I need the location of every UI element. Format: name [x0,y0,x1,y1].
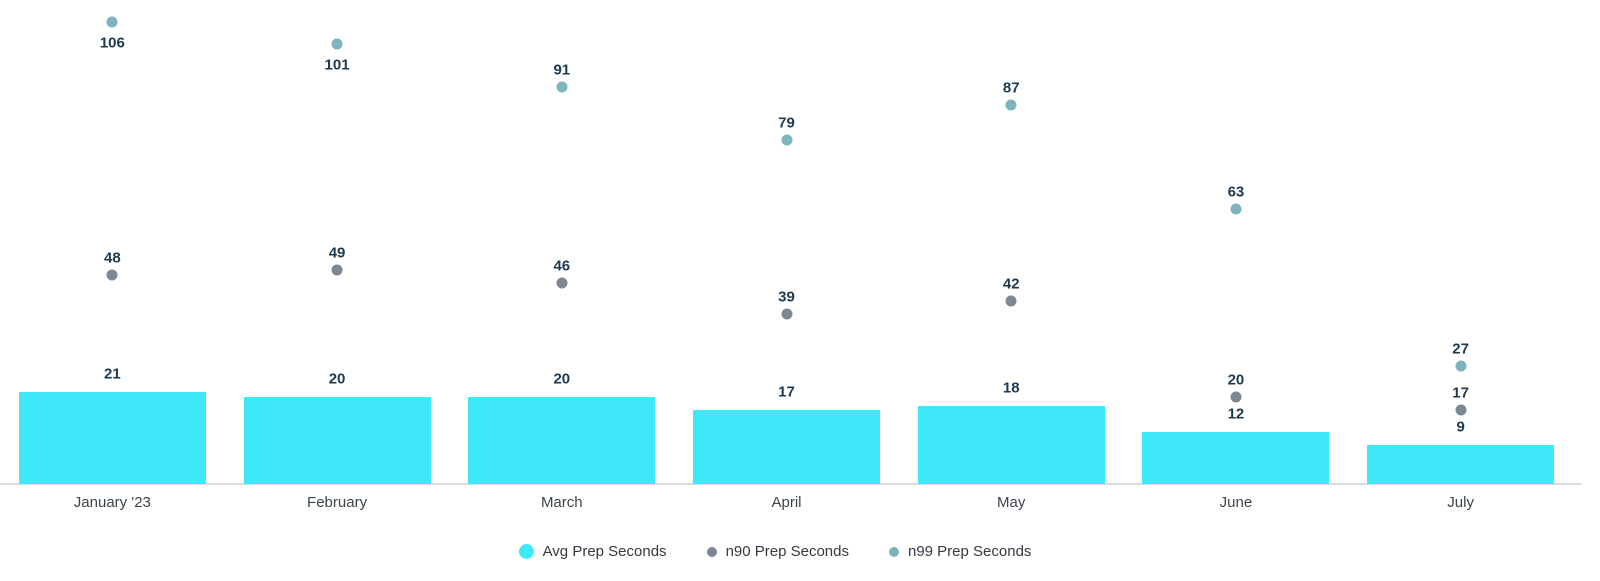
plot-area: 21 48 106 20 49 101 20 46 91 17 39 79 18 42 87 12 20 63 9 1… [18,16,1555,484]
legend-label-n90-prep-seconds: n90 Prep Seconds [725,543,849,560]
bar-may[interactable] [917,405,1105,484]
legend-item-n99-prep-seconds[interactable]: n99 Prep Seconds [888,543,1032,560]
avg-prep-seconds-value-label: 12 [1227,405,1245,423]
n99-prep-seconds-point-march[interactable] [556,81,568,93]
n90-prep-seconds-point-january-23[interactable] [106,269,118,281]
bar-july[interactable] [1367,444,1555,484]
n90-prep-seconds-point-may[interactable] [1005,295,1017,307]
x-axis: January '23 February March April May June July [0,494,1573,516]
n90-prep-seconds-point-june[interactable] [1230,391,1242,403]
avg-prep-seconds-value-label: 9 [1456,418,1465,436]
x-axis-line [0,483,1582,485]
n90-prep-seconds-point-april[interactable] [781,308,792,320]
n90-prep-seconds-point-march[interactable] [556,277,568,289]
n90-prep-seconds-value-label: 49 [328,244,346,262]
n90-prep-seconds-value-label: 46 [553,257,571,275]
x-tick-label-july: July [1447,494,1474,511]
n90-prep-seconds-value-label: 48 [104,249,121,267]
avg-prep-seconds-value-label: 20 [328,370,346,388]
n99-prep-seconds-point-april[interactable] [781,134,792,146]
n99-prep-seconds-value-label: 79 [778,114,795,132]
n90-prep-seconds-point-february[interactable] [331,264,343,276]
n99-prep-seconds-value-label: 101 [324,56,350,74]
bar-april[interactable] [693,409,880,484]
n90-prep-seconds-value-label: 39 [778,288,795,306]
n99-prep-seconds-point-february[interactable] [331,38,343,50]
avg-prep-seconds-value-label: 21 [104,365,121,383]
n99-prep-seconds-point-july[interactable] [1455,360,1467,372]
n99-prep-seconds-value-label: 106 [99,34,125,52]
x-tick-label-june: June [1219,494,1253,511]
legend-label-n99-prep-seconds: n99 Prep Seconds [907,543,1032,560]
bar-february[interactable] [243,396,431,484]
n90-prep-seconds-value-label: 20 [1227,371,1245,389]
x-tick-label-january-23: January '23 [73,494,151,511]
n99-prep-seconds-value-label: 27 [1452,340,1469,358]
n99-prep-seconds-value-label: 91 [553,61,571,79]
legend-item-n90-prep-seconds[interactable]: n90 Prep Seconds [706,543,849,560]
x-tick-label-may: May [997,494,1026,511]
x-tick-label-march: March [540,494,583,511]
n90-prep-seconds-point-july[interactable] [1455,404,1467,416]
n90-prep-seconds-value-label: 17 [1452,384,1469,402]
avg-prep-seconds-value-label: 17 [778,383,795,401]
x-tick-label-april: April [771,494,802,511]
x-tick-label-february: February [307,494,368,511]
bar-march[interactable] [468,396,656,484]
avg-prep-seconds-swatch-icon [518,544,534,559]
n90-prep-seconds-swatch-icon [706,546,717,557]
n99-prep-seconds-swatch-icon [888,546,899,557]
avg-prep-seconds-value-label: 20 [553,370,571,388]
legend-label-avg-prep-seconds: Avg Prep Seconds [542,543,667,560]
avg-prep-seconds-value-label: 18 [1002,379,1020,396]
n90-prep-seconds-value-label: 42 [1002,275,1020,293]
bar-january-23[interactable] [18,392,206,484]
n99-prep-seconds-value-label: 87 [1002,79,1020,97]
n99-prep-seconds-value-label: 63 [1227,183,1245,201]
n99-prep-seconds-point-january-23[interactable] [106,16,118,28]
legend: Avg Prep Seconds n90 Prep Seconds n99 Pr… [0,544,1575,559]
n99-prep-seconds-point-may[interactable] [1005,99,1017,111]
bar-june[interactable] [1142,431,1330,484]
legend-item-avg-prep-seconds[interactable]: Avg Prep Seconds [518,543,667,560]
n99-prep-seconds-point-june[interactable] [1230,203,1242,215]
